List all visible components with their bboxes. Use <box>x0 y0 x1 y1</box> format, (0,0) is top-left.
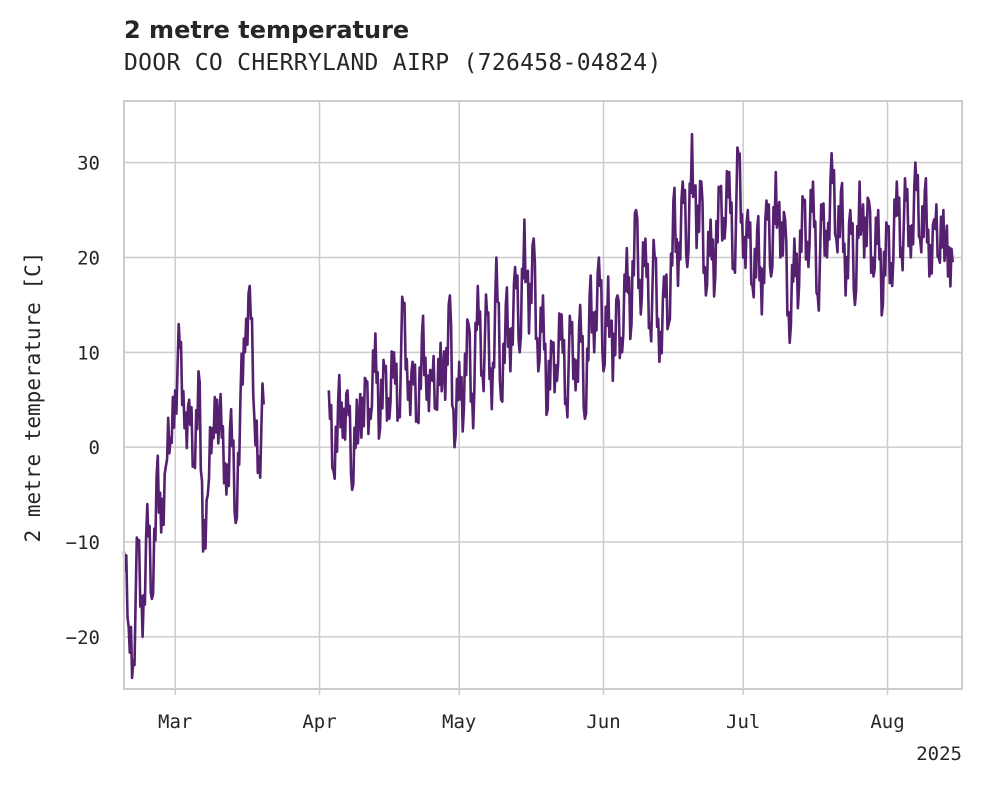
x-tick-label: Jun <box>586 711 620 733</box>
y-axis-label: 2 metre temperature [C] <box>21 252 45 543</box>
plot-frame <box>123 100 963 690</box>
temperature-series-line <box>122 132 954 680</box>
chart-title: 2 metre temperature <box>124 16 410 44</box>
x-tick-label: Aug <box>870 711 904 733</box>
series-group <box>122 132 954 680</box>
y-tick-label: 10 <box>77 342 100 364</box>
chart-subtitle: DOOR CO CHERRYLAND AIRP (726458-04824) <box>124 50 662 76</box>
plot-border <box>123 100 963 690</box>
x-year-label: 2025 <box>916 743 962 765</box>
x-tick-label: Jul <box>726 711 760 733</box>
y-tick-label: 0 <box>89 437 100 459</box>
x-tick-label: Mar <box>158 711 192 733</box>
y-tick-label: −10 <box>66 532 100 554</box>
y-tick-label: −20 <box>66 627 100 649</box>
y-tick-label: 20 <box>77 247 100 269</box>
x-tick-label: Apr <box>302 711 336 733</box>
y-tick-label: 30 <box>77 153 100 175</box>
tick-labels: Mar Apr May Jun Jul Aug 2025 −20 −10 0 10 20 30 <box>66 153 962 765</box>
grid-lines <box>124 101 962 695</box>
x-tick-label: May <box>442 711 476 733</box>
